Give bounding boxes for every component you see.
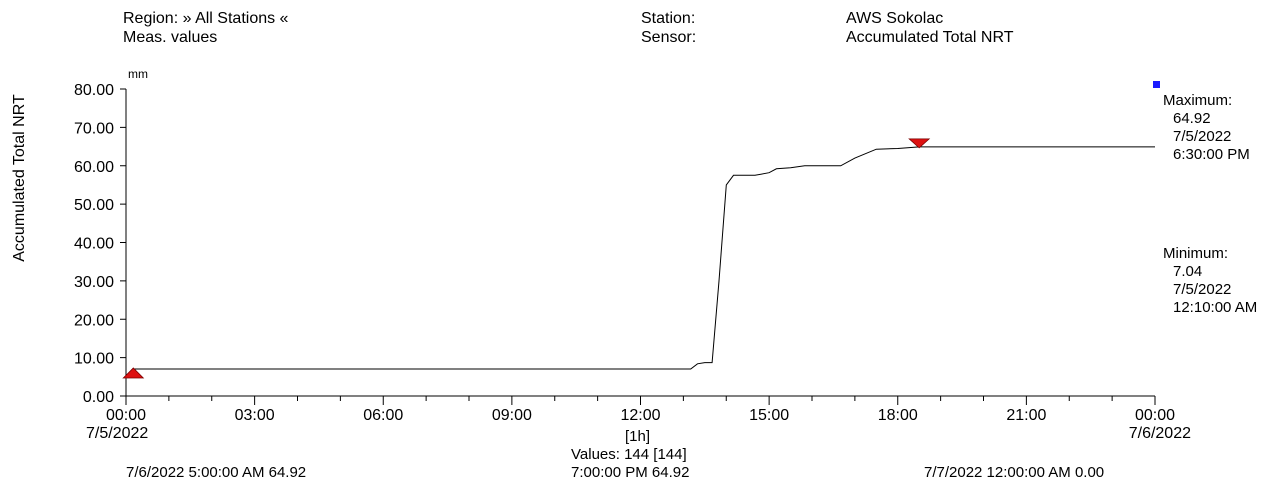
interval-label: [1h] [625, 428, 651, 445]
meas-values-label: Meas. values [123, 29, 218, 46]
region-label: Region: [123, 10, 179, 27]
x-tick-label: 18:00 [878, 407, 918, 424]
maximum-label: Maximum: [1163, 92, 1233, 109]
minimum-date: 7/5/2022 [1173, 281, 1232, 298]
sensor-label: Sensor: [641, 29, 697, 46]
x-tick-label: 03:00 [235, 407, 275, 424]
station-label: Station: [641, 10, 696, 27]
series-line [133, 146, 1155, 370]
region-line: Region: » All Stations « [123, 10, 288, 28]
x-tick-label: 09:00 [492, 407, 532, 424]
maximum-panel: Maximum: 64.92 7/5/2022 6:30:00 PM [1163, 92, 1250, 164]
y-tick-label: 60.00 [74, 159, 114, 176]
y-tick-label: 50.00 [74, 197, 114, 214]
y-tick-label: 20.00 [74, 312, 114, 329]
cursor-left-readout: 7/6/2022 5:00:00 AM 64.92 [126, 464, 307, 481]
minimum-marker [122, 367, 145, 379]
y-unit-label: mm [128, 67, 148, 81]
y-tick-label: 40.00 [74, 236, 114, 253]
maximum-time: 6:30:00 PM [1173, 146, 1250, 163]
maximum-value: 64.92 [1173, 110, 1211, 127]
sensor-value: Accumulated Total NRT [846, 29, 1014, 46]
x-tick-label: 21:00 [1006, 407, 1046, 424]
minimum-panel: Minimum: 7.04 7/5/2022 12:10:00 AM [1163, 245, 1257, 317]
maximum-date: 7/5/2022 [1173, 128, 1232, 145]
x-tick-label: 00:00 [1135, 407, 1175, 424]
cursor-right-readout: 7/7/2022 12:00:00 AM 0.00 [924, 464, 1105, 481]
x-tick-label: 00:00 [106, 407, 146, 424]
minimum-time: 12:10:00 AM [1173, 299, 1258, 316]
y-tick-label: 10.00 [74, 351, 114, 368]
y-tick-label: 70.00 [74, 120, 114, 137]
x-tick-label: 15:00 [749, 407, 789, 424]
values-count: Values: 144 [144] [571, 446, 687, 463]
cursor-center-readout: 7:00:00 PM 64.92 [571, 464, 690, 481]
y-tick-label: 0.00 [83, 389, 114, 406]
station-value: AWS Sokolac [846, 10, 944, 27]
x-start-date: 7/5/2022 [86, 425, 148, 442]
maximum-marker [908, 138, 931, 149]
status-indicator [1153, 81, 1160, 88]
x-end-date: 7/6/2022 [1129, 425, 1191, 442]
y-tick-label: 30.00 [74, 274, 114, 291]
x-tick-label: 12:00 [620, 407, 660, 424]
y-tick-label: 80.00 [74, 82, 114, 99]
region-value: » All Stations « [182, 10, 289, 27]
minimum-value: 7.04 [1173, 263, 1203, 280]
minimum-label: Minimum: [1163, 245, 1229, 262]
x-tick-label: 06:00 [363, 407, 403, 424]
y-axis-title: Accumulated Total NRT [11, 94, 28, 262]
